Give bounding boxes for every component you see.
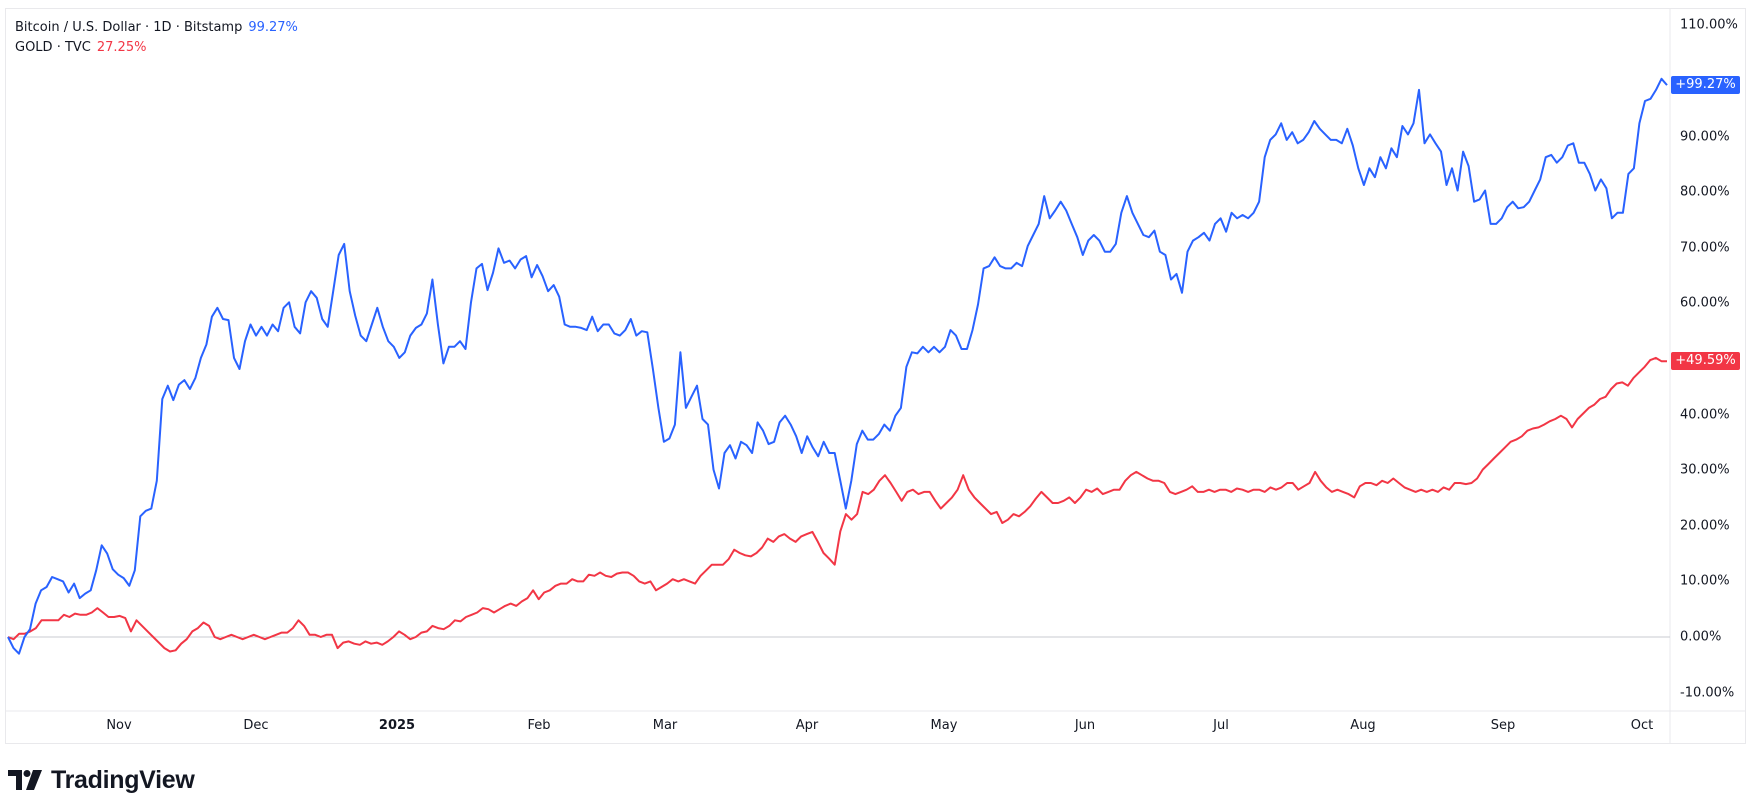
price-scale-label: 70.00%: [1680, 240, 1730, 256]
time-scale-label: Jul: [1213, 718, 1229, 733]
tradingview-logo[interactable]: TradingView: [8, 766, 195, 794]
time-scale-label: Mar: [652, 718, 678, 733]
tradingview-logo-icon: [8, 770, 42, 790]
gold-series-line: [7, 356, 1668, 653]
price-scale-label: 80.00%: [1680, 184, 1730, 200]
chart-legend: Bitcoin / U.S. Dollar · 1D · Bitstamp 99.…: [15, 18, 298, 58]
legend-gold-value: 27.25%: [96, 40, 147, 55]
price-scale-label: 20.00%: [1680, 518, 1730, 534]
time-scale-label: Feb: [527, 718, 551, 733]
legend-btc-label: Bitcoin / U.S. Dollar · 1D · Bitstamp: [15, 20, 243, 35]
price-scale-label: 40.00%: [1680, 407, 1730, 423]
price-scale-label: 30.00%: [1680, 462, 1730, 478]
time-scale-label: Jun: [1074, 718, 1096, 733]
time-scale-label: 2025: [378, 718, 416, 733]
time-scale-label: Aug: [1350, 718, 1376, 733]
tradingview-logo-text: TradingView: [51, 765, 195, 794]
price-scale-label: 90.00%: [1680, 129, 1730, 145]
btc-last-value-badge: +99.27%: [1671, 76, 1740, 95]
btc-series-line: [7, 77, 1668, 655]
gold-last-value-badge: +49.59%: [1671, 352, 1740, 371]
time-scale-label: Oct: [1630, 718, 1654, 733]
legend-row-btc[interactable]: Bitcoin / U.S. Dollar · 1D · Bitstamp 99.…: [15, 18, 298, 38]
chart-frame: [5, 8, 1746, 744]
time-scale-label: Nov: [106, 718, 132, 733]
legend-row-gold[interactable]: GOLD · TVC 27.25%: [15, 38, 298, 58]
time-scale-label: Sep: [1490, 718, 1516, 733]
time-scale-label: May: [930, 718, 958, 733]
time-scale-label: Apr: [795, 718, 819, 733]
time-scale-label: Dec: [243, 718, 269, 733]
legend-gold-label: GOLD · TVC: [15, 40, 91, 55]
price-scale-label: 0.00%: [1680, 629, 1722, 645]
price-scale-label: 110.00%: [1680, 17, 1738, 33]
price-scale-label: 10.00%: [1680, 573, 1730, 589]
price-scale-label: -10.00%: [1680, 685, 1735, 701]
legend-btc-value: 99.27%: [248, 20, 298, 35]
price-scale-label: 60.00%: [1680, 295, 1730, 311]
